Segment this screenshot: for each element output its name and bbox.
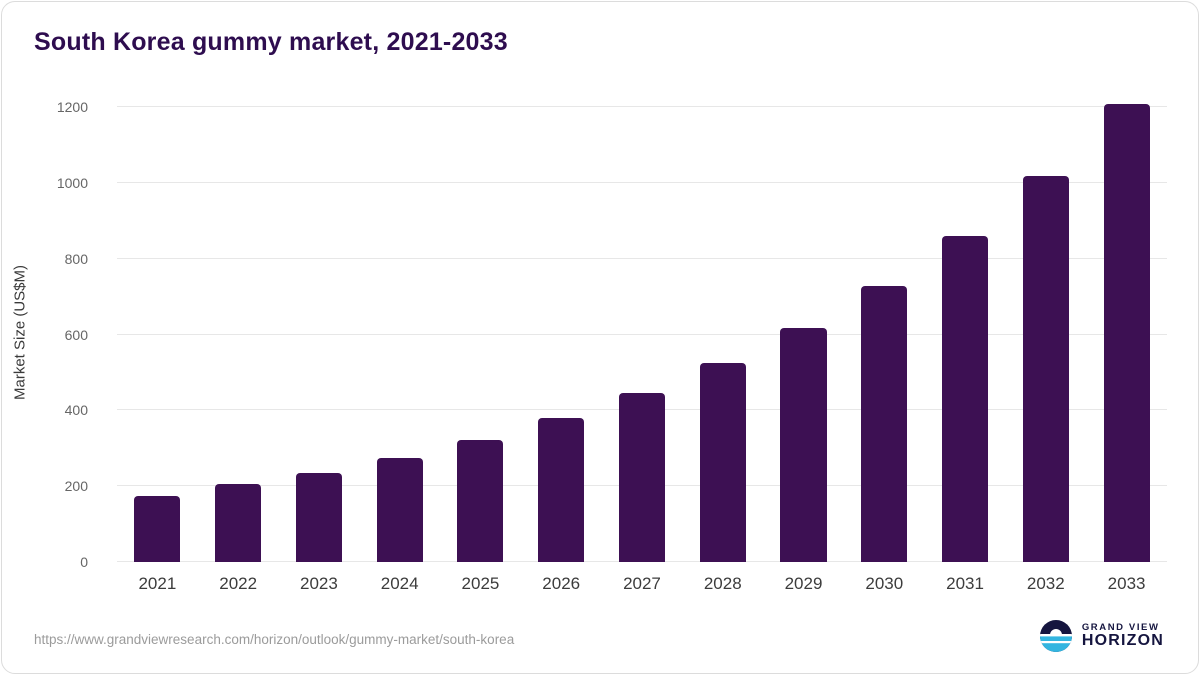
bar-column: 2033	[1086, 103, 1167, 593]
bar-2024	[376, 457, 423, 562]
bar-2021	[134, 495, 181, 562]
horizon-logo-icon	[1039, 620, 1072, 652]
x-tick-label: 2024	[380, 574, 419, 593]
x-tick-label: 2022	[219, 574, 258, 593]
bar-column: 2023	[279, 107, 360, 593]
x-tick-label: 2030	[865, 574, 904, 593]
x-tick-label: 2032	[1026, 574, 1065, 593]
bar-2032	[1022, 176, 1069, 562]
gridline	[117, 106, 1167, 107]
bar-2030	[861, 285, 908, 562]
x-tick-label: 2021	[138, 574, 177, 593]
plot-area: 2021 2022 2023 2024 2025 2026 2027 2028 2029 2030…	[117, 103, 1167, 593]
x-tick-label: 2028	[703, 574, 742, 593]
bar-2025	[457, 439, 504, 562]
bar-column: 2027	[602, 107, 683, 593]
brand-logo: GRAND VIEW HORIZON	[1039, 619, 1164, 653]
y-tick-label: 400	[64, 402, 88, 419]
source-url: https://www.grandviewresearch.com/horizo…	[34, 632, 515, 647]
x-tick-label: 2026	[542, 574, 581, 593]
bar-column: 2032	[1005, 107, 1086, 593]
gridline	[117, 333, 1167, 335]
brand-name-top: GRAND VIEW	[1081, 621, 1160, 633]
bar-column: 2026	[521, 107, 602, 593]
brand-text: GRAND VIEW HORIZON	[1081, 621, 1164, 650]
bar-2028	[699, 363, 746, 562]
bar-column: 2024	[359, 107, 440, 593]
x-tick-label: 2023	[300, 574, 338, 593]
bar-2023	[295, 472, 342, 562]
bar-column: 2025	[440, 107, 521, 593]
bar-2027	[618, 393, 665, 562]
x-tick-label: 2033	[1107, 574, 1146, 593]
y-tick-label: 600	[64, 326, 88, 343]
bar-2031	[942, 235, 989, 562]
y-tick-label: 1200	[56, 99, 88, 115]
bar-column: 2029	[763, 107, 844, 593]
y-tick-label: 1000	[56, 174, 88, 191]
x-tick-label: 2031	[946, 574, 984, 593]
bar-2022	[215, 484, 262, 562]
bar-column: 2022	[198, 107, 279, 593]
bars-container: 2021 2022 2023 2024 2025 2026 2027 2028 2029 2030…	[117, 103, 1167, 593]
bar-2029	[780, 327, 827, 562]
bar-column: 2031	[925, 107, 1006, 593]
bar-column: 2028	[682, 107, 763, 593]
y-axis-tick-labels: 0 200 400 600 800 1000 1200	[2, 99, 102, 570]
chart-title: South Korea gummy market, 2021-2033	[34, 28, 508, 56]
bar-2026	[538, 417, 585, 562]
bar-2033	[1103, 103, 1150, 562]
bar-column: 2030	[844, 107, 925, 593]
x-tick-label: 2025	[461, 574, 500, 593]
y-tick-label: 0	[80, 554, 88, 570]
gridline	[117, 257, 1167, 259]
y-tick-label: 800	[64, 250, 88, 267]
y-tick-label: 200	[64, 478, 88, 495]
brand-name-bottom: HORIZON	[1081, 631, 1164, 649]
x-tick-label: 2027	[623, 574, 661, 593]
gridline	[117, 181, 1167, 183]
bar-column: 2021	[117, 107, 198, 593]
x-tick-label: 2029	[784, 574, 823, 593]
